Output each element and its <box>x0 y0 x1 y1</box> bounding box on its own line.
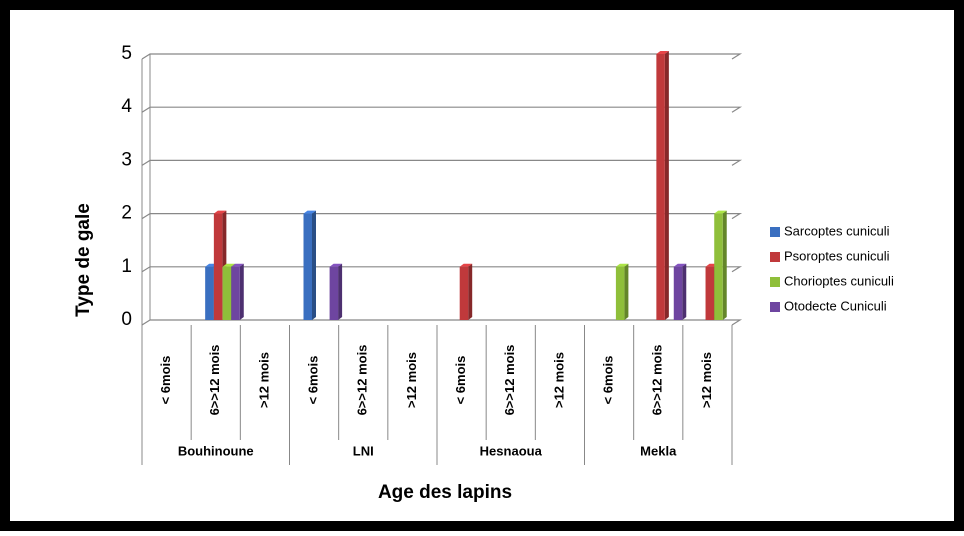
group-label: LNI <box>353 443 374 458</box>
bar <box>303 213 312 320</box>
x-tick-label: >12 mois <box>699 352 714 408</box>
x-tick-label: < 6mois <box>601 356 616 405</box>
bar-top <box>231 263 244 267</box>
bar-top <box>673 263 687 267</box>
bar-top <box>714 210 727 214</box>
bar <box>459 266 469 320</box>
grid-line <box>141 213 743 220</box>
legend-label: Psoroptes cuniculi <box>784 248 890 263</box>
bar-top <box>329 263 343 267</box>
x-tick-label: 6>>12 mois <box>650 345 665 416</box>
y-axis-title: Type de gale <box>73 203 94 317</box>
grid-line <box>141 53 743 60</box>
x-tick-label: < 6mois <box>158 356 173 405</box>
group-label: Hesnaoua <box>480 443 543 458</box>
y-tick-label: 4 <box>121 96 132 117</box>
x-tick-label: >12 mois <box>256 352 271 408</box>
bar <box>714 213 723 320</box>
bar-side <box>624 263 629 320</box>
x-tick-label: 6>>12 mois <box>207 345 222 416</box>
bar-side <box>664 51 669 320</box>
legend-swatch <box>770 302 780 312</box>
bar-side <box>312 210 316 320</box>
y-tick-label: 0 <box>121 309 132 330</box>
y-tick-label: 1 <box>121 256 132 277</box>
y-tick-label: 5 <box>121 43 132 64</box>
bar <box>231 266 240 320</box>
bar-side <box>338 263 343 320</box>
grid-line <box>141 319 743 326</box>
y-tick-label: 2 <box>121 203 132 224</box>
bar <box>222 266 232 320</box>
x-tick-label: < 6mois <box>306 356 321 405</box>
bar-top <box>459 263 473 267</box>
grid-line <box>141 266 743 273</box>
legend-swatch <box>770 277 780 287</box>
bar-side <box>722 210 727 320</box>
x-tick-label: >12 mois <box>404 352 419 408</box>
bar <box>673 266 683 320</box>
legend-swatch <box>770 227 780 237</box>
group-label: Bouhinoune <box>178 443 254 458</box>
bar <box>656 54 665 320</box>
bar-side <box>468 263 473 320</box>
x-tick-label: 6>>12 mois <box>355 345 370 416</box>
x-tick-label: 6>>12 mois <box>502 345 517 416</box>
legend-swatch <box>770 252 780 262</box>
x-tick-label: < 6mois <box>453 356 468 405</box>
bar <box>329 266 339 320</box>
bar-top <box>656 51 669 54</box>
bar-side <box>682 263 687 320</box>
legend-label: Sarcoptes cuniculi <box>784 223 890 238</box>
legend-label: Otodecte Cuniculi <box>784 298 887 313</box>
bar <box>705 266 715 320</box>
bar-top <box>222 263 236 267</box>
y-tick-label: 3 <box>121 149 132 170</box>
x-tick-label: >12 mois <box>551 352 566 408</box>
bar-top <box>615 263 629 267</box>
bar <box>205 266 214 320</box>
grid-line <box>141 159 743 166</box>
x-axis-title: Age des lapins <box>378 482 512 503</box>
bar-top <box>213 210 227 214</box>
legend-label: Chorioptes cuniculi <box>784 273 894 288</box>
bar-side <box>239 263 244 320</box>
grid-line <box>141 106 743 113</box>
group-label: Mekla <box>640 443 677 458</box>
bar <box>213 213 223 320</box>
bar <box>615 266 625 320</box>
bar-top <box>303 210 316 214</box>
